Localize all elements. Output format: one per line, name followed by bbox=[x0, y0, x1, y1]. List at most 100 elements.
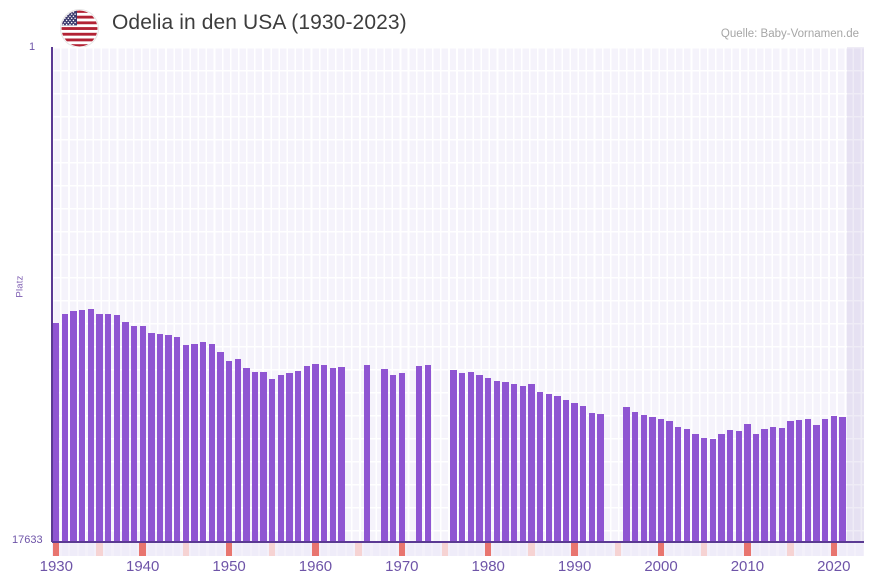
bar-1979[interactable] bbox=[476, 374, 483, 542]
x-tick-block-1990 bbox=[571, 543, 578, 556]
bar-1985[interactable] bbox=[528, 384, 535, 542]
bar-1996[interactable] bbox=[623, 407, 630, 542]
source-label: Quelle: Baby-Vornamen.de bbox=[720, 28, 859, 40]
bar-1949[interactable] bbox=[217, 352, 224, 542]
bar-1938[interactable] bbox=[122, 321, 129, 542]
bar-1950[interactable] bbox=[225, 360, 233, 542]
bar-2000[interactable] bbox=[657, 418, 665, 542]
bar-1958[interactable] bbox=[295, 371, 302, 542]
bar-1954[interactable] bbox=[260, 372, 267, 542]
bar-1945[interactable] bbox=[182, 345, 190, 542]
bar-2013[interactable] bbox=[770, 426, 777, 542]
bar-1944[interactable] bbox=[174, 336, 181, 542]
bar-1981[interactable] bbox=[493, 380, 501, 542]
x-axis-label-2000: 2000 bbox=[644, 558, 678, 575]
bar-2019[interactable] bbox=[821, 418, 829, 542]
x-axis-label-1970: 1970 bbox=[385, 558, 419, 575]
bar-1972[interactable] bbox=[415, 365, 423, 542]
bar-1935[interactable] bbox=[96, 313, 103, 542]
bar-1961[interactable] bbox=[320, 364, 328, 542]
bar-2006[interactable] bbox=[709, 439, 716, 542]
bar-1959[interactable] bbox=[303, 365, 310, 542]
bar-1989[interactable] bbox=[562, 399, 570, 542]
bar-1978[interactable] bbox=[467, 372, 475, 542]
bar-1992[interactable] bbox=[588, 413, 596, 542]
bar-2004[interactable] bbox=[692, 434, 699, 542]
bar-1956[interactable] bbox=[277, 375, 285, 542]
bar-2020[interactable] bbox=[830, 416, 837, 542]
bar-1953[interactable] bbox=[251, 372, 259, 542]
bar-1963[interactable] bbox=[338, 366, 345, 542]
bar-1999[interactable] bbox=[649, 416, 656, 542]
bar-1934[interactable] bbox=[87, 309, 95, 542]
bar-1951[interactable] bbox=[234, 359, 241, 542]
bar-1933[interactable] bbox=[79, 310, 86, 542]
bar-1948[interactable] bbox=[208, 343, 215, 542]
x-tick-block-1948 bbox=[208, 543, 215, 556]
bar-2016[interactable] bbox=[796, 420, 803, 542]
bar-1946[interactable] bbox=[191, 344, 198, 542]
x-tick-block-1959 bbox=[303, 543, 310, 556]
bar-1936[interactable] bbox=[104, 313, 112, 542]
bar-1941[interactable] bbox=[148, 332, 155, 542]
bar-1977[interactable] bbox=[459, 373, 466, 542]
x-tick-block-1931 bbox=[61, 543, 69, 556]
bar-1997[interactable] bbox=[631, 412, 639, 542]
bar-1931[interactable] bbox=[61, 313, 69, 542]
bar-1970[interactable] bbox=[398, 373, 406, 542]
bar-1960[interactable] bbox=[312, 363, 319, 542]
bar-2007[interactable] bbox=[718, 433, 725, 542]
bar-1983[interactable] bbox=[510, 384, 518, 542]
x-tick-block-1960 bbox=[312, 543, 319, 556]
bar-1943[interactable] bbox=[165, 334, 172, 542]
bar-2018[interactable] bbox=[813, 424, 820, 542]
bar-2014[interactable] bbox=[778, 428, 786, 542]
bar-1976[interactable] bbox=[450, 369, 457, 542]
bar-1932[interactable] bbox=[70, 311, 77, 542]
bar-1986[interactable] bbox=[536, 392, 544, 542]
x-tick-block-1963 bbox=[338, 543, 345, 556]
x-tick-block-2017 bbox=[804, 543, 811, 556]
bar-2003[interactable] bbox=[683, 429, 691, 542]
bar-1930[interactable] bbox=[53, 322, 60, 542]
bar-2001[interactable] bbox=[666, 420, 673, 542]
bar-1973[interactable] bbox=[424, 365, 431, 542]
bar-1937[interactable] bbox=[113, 314, 120, 542]
bar-2015[interactable] bbox=[787, 420, 794, 542]
bar-1966[interactable] bbox=[364, 365, 371, 542]
bar-1957[interactable] bbox=[286, 372, 293, 542]
bar-1998[interactable] bbox=[640, 414, 647, 542]
bar-1984[interactable] bbox=[519, 386, 526, 542]
bar-1987[interactable] bbox=[545, 393, 552, 542]
bar-2002[interactable] bbox=[675, 426, 682, 542]
bar-1968[interactable] bbox=[381, 368, 388, 542]
x-tick-block-1973 bbox=[424, 543, 431, 556]
bar-1955[interactable] bbox=[269, 379, 276, 542]
bar-1962[interactable] bbox=[329, 367, 336, 542]
bar-1990[interactable] bbox=[571, 402, 578, 542]
bar-2017[interactable] bbox=[804, 418, 812, 542]
bar-1969[interactable] bbox=[390, 375, 397, 542]
bar-2011[interactable] bbox=[752, 433, 760, 542]
bar-1991[interactable] bbox=[580, 406, 587, 542]
bar-1988[interactable] bbox=[554, 396, 561, 542]
bar-1940[interactable] bbox=[139, 325, 146, 542]
bar-1942[interactable] bbox=[156, 334, 164, 542]
bar-2012[interactable] bbox=[761, 429, 768, 542]
bar-1980[interactable] bbox=[485, 377, 492, 542]
x-tick-block-2015 bbox=[787, 543, 794, 556]
bar-1939[interactable] bbox=[130, 326, 138, 542]
x-tick-block-1941 bbox=[148, 543, 155, 556]
bar-2021[interactable] bbox=[839, 417, 846, 542]
bar-1947[interactable] bbox=[199, 342, 207, 542]
bar-2009[interactable] bbox=[735, 431, 742, 542]
x-tick-block-1937 bbox=[113, 543, 120, 556]
bar-1982[interactable] bbox=[502, 382, 509, 542]
bar-2010[interactable] bbox=[744, 424, 751, 542]
x-tick-block-1952 bbox=[243, 543, 250, 556]
bar-2005[interactable] bbox=[701, 438, 708, 542]
bar-1993[interactable] bbox=[597, 413, 604, 542]
x-tick-block-1933 bbox=[79, 543, 86, 556]
bar-1952[interactable] bbox=[243, 368, 250, 542]
bar-2008[interactable] bbox=[726, 429, 734, 542]
